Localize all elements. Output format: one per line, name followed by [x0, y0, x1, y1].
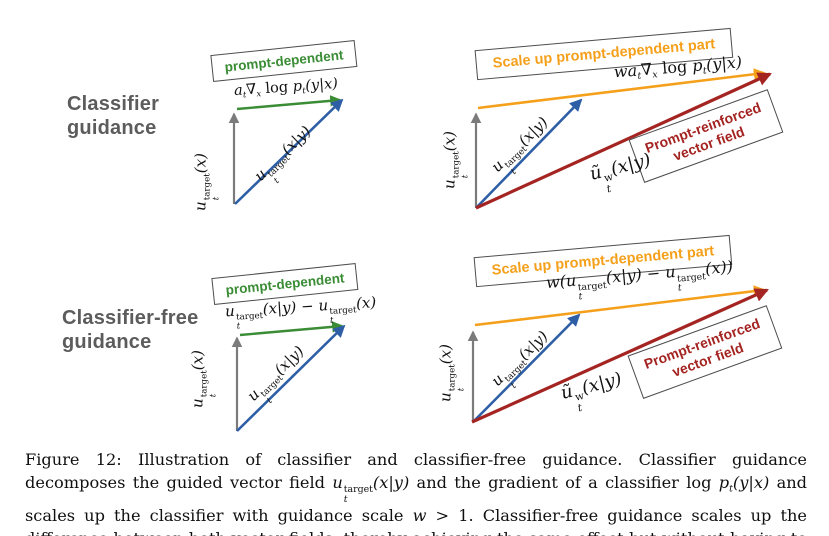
- difference-arrow: [239, 321, 344, 337]
- classifier-free-guidance-scaled-diagram: [467, 285, 769, 424]
- classifier-guidance-diagram: [228, 95, 344, 205]
- scaled-gradient-arrow: [477, 68, 766, 110]
- heading-classifier-free-guidance: Classifier-free guidance: [62, 307, 199, 353]
- prompt-reinforced-arrow: [475, 72, 772, 210]
- u-target-xy-arrow: [236, 324, 346, 432]
- label-u-target-x: u target t (x): [191, 153, 223, 211]
- classifier-free-guidance-diagram: [231, 321, 346, 432]
- u-target-xy-arrow: [234, 98, 344, 205]
- scaled-difference-arrow: [474, 285, 766, 327]
- classifier-gradient-arrow: [236, 95, 342, 111]
- label-u-target-x: u target t (x): [440, 131, 472, 189]
- u-target-xy-arrow: [475, 98, 583, 209]
- classifier-guidance-scaled-diagram: [470, 68, 772, 210]
- prompt-reinforced-arrow: [471, 288, 769, 424]
- label-u-target-x: u target t (x): [188, 350, 220, 408]
- heading-classifier-guidance: Classifier guidance: [67, 93, 160, 139]
- figure-caption: Figure 12: Illustration of classifier an…: [25, 450, 808, 536]
- u-target-xy-arrow: [472, 313, 581, 423]
- label-u-target-x: u target t (x): [436, 344, 468, 402]
